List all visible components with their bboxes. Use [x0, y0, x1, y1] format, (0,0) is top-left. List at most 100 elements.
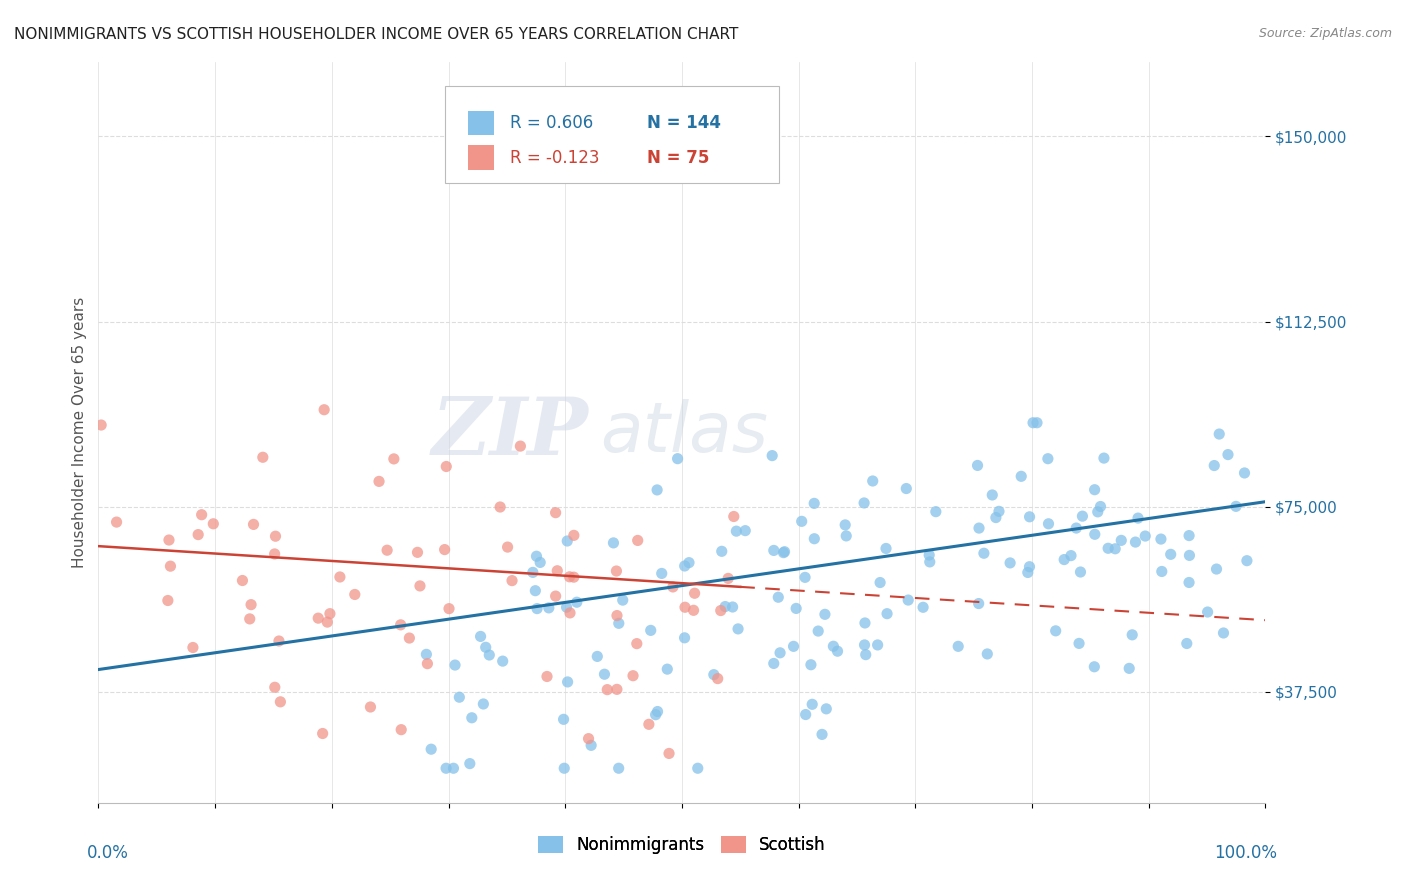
Point — [578, 731, 600, 746]
Point — [1010, 469, 1032, 483]
Point — [509, 439, 531, 453]
Point — [973, 546, 995, 560]
Point — [159, 559, 181, 574]
Point — [1178, 575, 1201, 590]
Point — [555, 534, 578, 549]
Point — [918, 555, 941, 569]
Point — [912, 600, 935, 615]
Point — [544, 589, 567, 603]
Point — [834, 517, 856, 532]
Point — [800, 657, 823, 672]
Point — [264, 529, 287, 543]
Y-axis label: Householder Income Over 65 years: Householder Income Over 65 years — [72, 297, 87, 568]
Point — [607, 616, 630, 631]
Point — [710, 603, 733, 617]
Point — [998, 556, 1021, 570]
Point — [876, 607, 898, 621]
Point — [875, 541, 897, 556]
Point — [1045, 624, 1067, 638]
Point — [489, 500, 512, 514]
Point — [314, 402, 336, 417]
Point — [637, 717, 659, 731]
FancyBboxPatch shape — [468, 111, 494, 135]
Point — [605, 564, 627, 578]
Point — [437, 601, 460, 615]
Point — [772, 546, 794, 560]
Point — [651, 566, 673, 581]
Point — [896, 482, 918, 496]
Point — [981, 488, 1004, 502]
Point — [673, 600, 696, 615]
Point — [1104, 541, 1126, 556]
Point — [537, 600, 560, 615]
Point — [1109, 533, 1132, 548]
Point — [579, 739, 602, 753]
Point — [311, 726, 333, 740]
Point — [526, 549, 548, 564]
Point — [316, 615, 339, 629]
Point — [869, 575, 891, 590]
Point — [602, 536, 624, 550]
Point — [472, 697, 495, 711]
Point — [190, 508, 212, 522]
Point — [565, 595, 588, 609]
Point — [307, 611, 329, 625]
Point — [703, 667, 725, 681]
Point — [827, 644, 849, 658]
Point — [406, 545, 429, 559]
Point — [269, 695, 291, 709]
Point — [1160, 547, 1182, 561]
Point — [202, 516, 225, 531]
Point — [645, 483, 668, 497]
Point — [458, 756, 481, 771]
Point — [529, 556, 551, 570]
Point — [1060, 549, 1083, 563]
Point — [1090, 500, 1112, 514]
Point — [1212, 626, 1234, 640]
Point — [1118, 661, 1140, 675]
Point — [853, 615, 876, 630]
Point — [984, 510, 1007, 524]
Point — [496, 540, 519, 554]
Point — [433, 542, 456, 557]
Point — [1038, 516, 1060, 531]
Point — [555, 600, 578, 615]
FancyBboxPatch shape — [446, 87, 779, 183]
Point — [621, 669, 644, 683]
Point — [558, 606, 581, 620]
Point — [673, 631, 696, 645]
Point — [1175, 636, 1198, 650]
Point — [773, 545, 796, 559]
Point — [553, 761, 575, 775]
Point — [1087, 505, 1109, 519]
Point — [1135, 529, 1157, 543]
Point — [640, 624, 662, 638]
Point — [627, 533, 650, 548]
Point — [90, 417, 112, 432]
Point — [461, 711, 484, 725]
Point — [1150, 565, 1173, 579]
Point — [544, 506, 567, 520]
Point — [522, 566, 544, 580]
Point — [157, 533, 180, 547]
Text: Source: ZipAtlas.com: Source: ZipAtlas.com — [1258, 27, 1392, 40]
Point — [546, 564, 568, 578]
Point — [768, 591, 790, 605]
Point — [626, 637, 648, 651]
Point — [814, 607, 837, 622]
Point — [612, 593, 634, 607]
Point — [1067, 636, 1090, 650]
Text: 0.0%: 0.0% — [87, 844, 128, 862]
Point — [231, 574, 253, 588]
Point — [434, 459, 457, 474]
FancyBboxPatch shape — [468, 145, 494, 169]
Point — [444, 658, 467, 673]
Point — [1121, 628, 1143, 642]
Point — [823, 639, 845, 653]
Point — [524, 583, 547, 598]
Point — [1084, 527, 1107, 541]
Point — [723, 509, 745, 524]
Point — [762, 543, 785, 558]
Point — [1225, 500, 1247, 514]
Point — [329, 570, 352, 584]
